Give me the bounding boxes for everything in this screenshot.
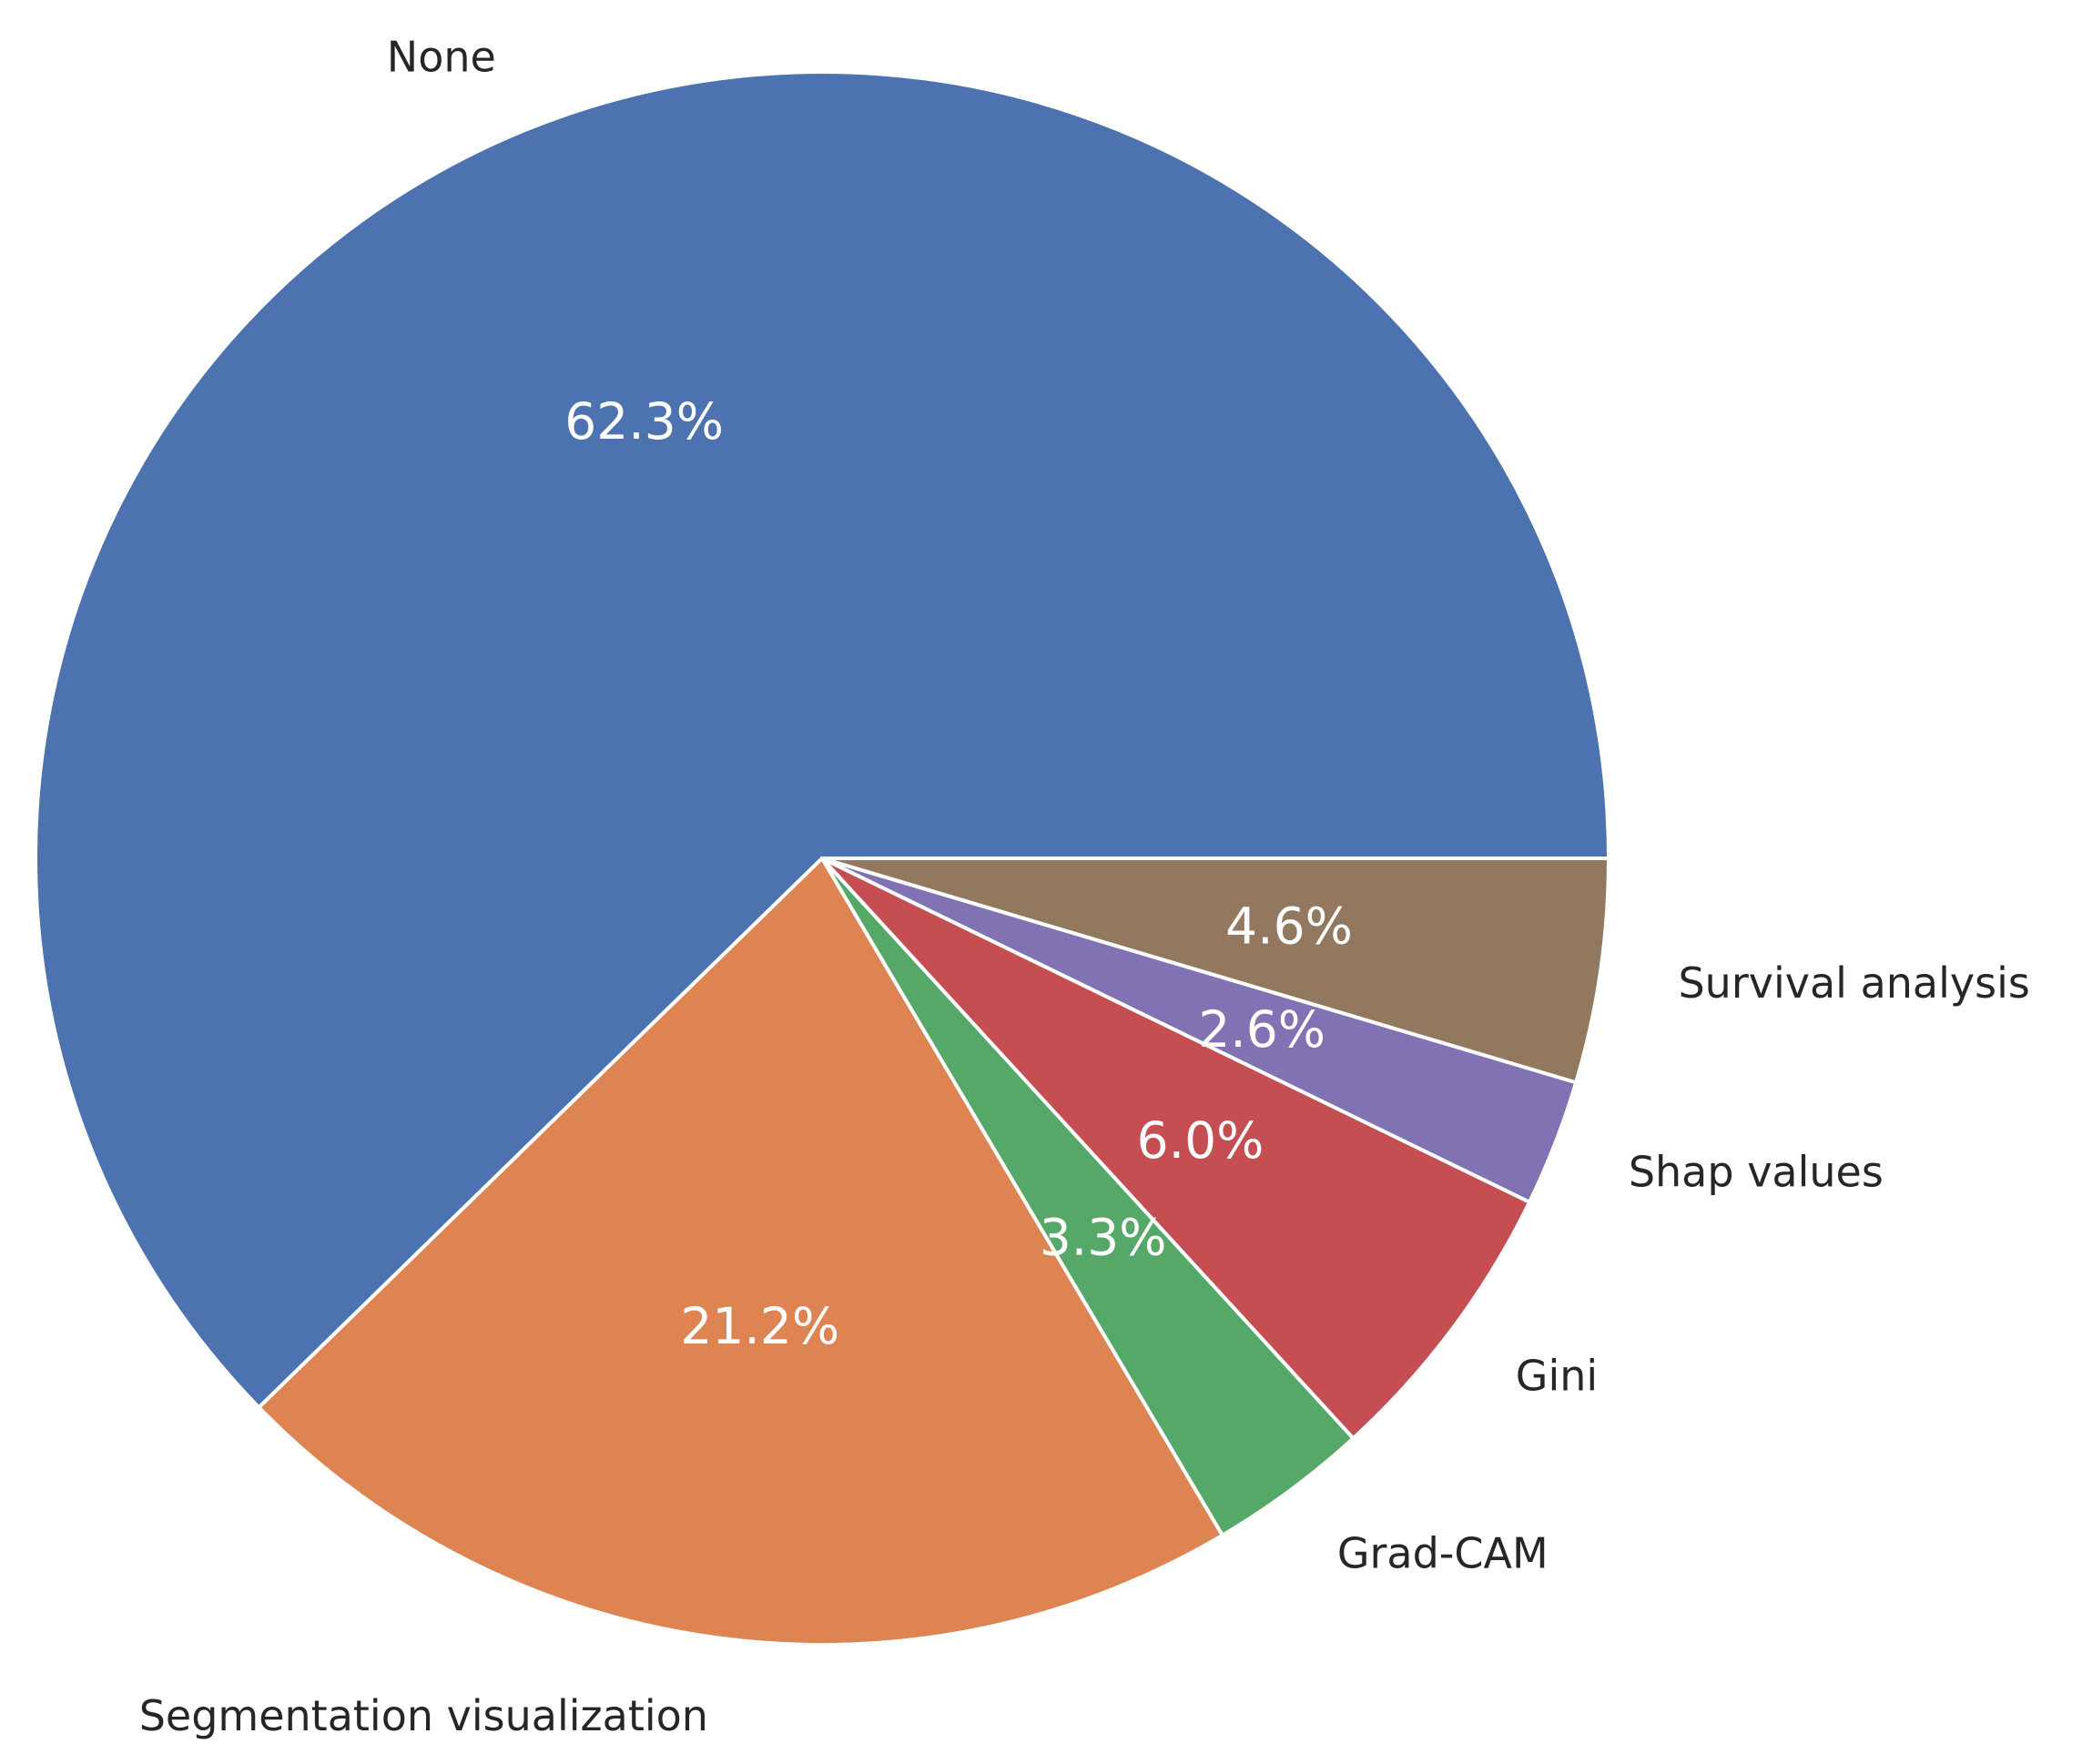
- slice-percent-label: 21.2%: [680, 1297, 839, 1355]
- slices-layer: [34, 70, 1610, 1647]
- slice-category-label: Survival analysis: [1678, 958, 2029, 1008]
- slice-percent-label: 4.6%: [1225, 897, 1353, 956]
- percent-labels-layer: 62.3% 21.2% 3.3% 6.0% 2.6% 4.6%: [564, 392, 1353, 1355]
- slice-category-label: None: [387, 33, 496, 82]
- pie-slice-survival-analysis: [820, 857, 1610, 1085]
- slice-category-label: Segmentation visualization: [139, 1691, 708, 1740]
- slice-percent-label: 3.3%: [1040, 1209, 1167, 1267]
- pie-slice-segmentation-visualization: [257, 857, 1224, 1647]
- slice-category-label: Grad-CAM: [1337, 1529, 1549, 1578]
- slice-category-label: Gini: [1516, 1351, 1598, 1400]
- category-labels-layer: None Segmentation visualization Grad-CAM Gi…: [139, 33, 2030, 1740]
- slice-category-label: Shap values: [1629, 1147, 1884, 1196]
- slice-percent-label: 2.6%: [1198, 1000, 1325, 1059]
- slice-percent-label: 62.3%: [564, 392, 724, 451]
- slice-percent-label: 6.0%: [1137, 1111, 1264, 1170]
- pie-slice-gini: [820, 857, 1532, 1441]
- pie-slice-none: [34, 70, 1610, 1410]
